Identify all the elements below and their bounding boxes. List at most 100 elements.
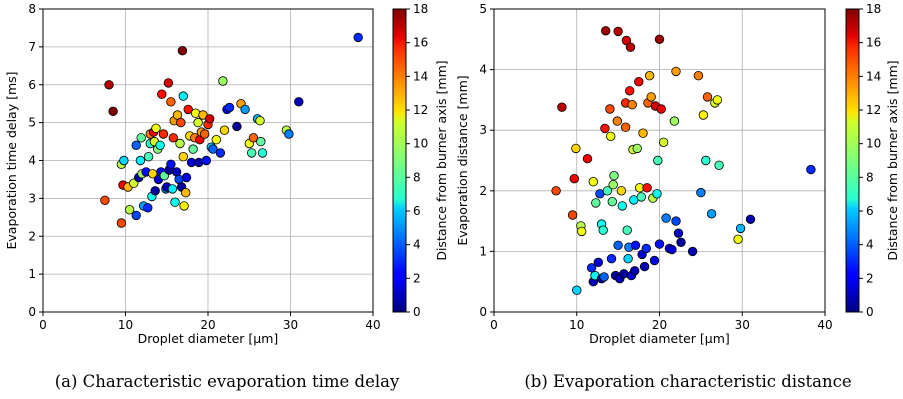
y-tick-label: 8 <box>28 2 36 16</box>
data-point <box>131 140 141 151</box>
data-point <box>693 70 704 81</box>
colorbar-tick-label: 14 <box>413 69 428 83</box>
data-point <box>639 261 650 272</box>
x-tick-label: 30 <box>283 318 298 332</box>
data-point <box>170 197 180 207</box>
data-point <box>652 189 662 199</box>
colorbar <box>392 8 407 313</box>
data-point <box>598 225 608 235</box>
data-point <box>612 116 623 126</box>
data-point <box>632 143 642 154</box>
data-point <box>557 102 567 112</box>
data-point <box>211 134 222 145</box>
data-point <box>620 122 631 132</box>
data-point <box>166 159 176 170</box>
data-point <box>572 285 582 295</box>
data-point <box>256 136 266 147</box>
data-point <box>622 225 632 235</box>
data-point <box>638 128 648 138</box>
data-point <box>600 123 610 134</box>
x-axis-label: Droplet diameter [µm] <box>589 331 730 346</box>
data-point <box>625 42 636 52</box>
data-point <box>175 138 185 149</box>
data-point <box>551 186 561 196</box>
colorbar-tick-label: 18 <box>413 2 428 16</box>
y-tick-label: 4 <box>28 154 36 168</box>
data-point <box>698 110 709 120</box>
data-point <box>178 151 189 162</box>
colorbar-tick-label: 16 <box>866 36 881 50</box>
data-point <box>353 32 363 43</box>
data-point <box>167 184 178 194</box>
data-point <box>588 176 599 187</box>
y-tick-label: 7 <box>28 40 36 54</box>
data-point <box>706 209 717 219</box>
colorbar-tick-label: 0 <box>866 305 874 319</box>
data-point <box>601 26 611 36</box>
data-point <box>646 92 656 102</box>
colorbar-tick-label: 14 <box>866 69 881 83</box>
data-point <box>150 186 160 196</box>
data-point <box>630 266 640 276</box>
data-point <box>168 133 179 143</box>
colorbar-label: Distance from burner axis [mm] <box>434 60 449 260</box>
data-point <box>108 106 118 117</box>
data-point <box>201 155 212 166</box>
data-point <box>143 203 153 213</box>
data-point <box>745 214 756 225</box>
data-point <box>621 35 632 46</box>
data-point <box>676 237 686 248</box>
data-point <box>582 153 593 164</box>
data-point <box>131 210 141 221</box>
colorbar-tick-label: 2 <box>413 271 421 285</box>
data-point <box>667 244 677 255</box>
data-point <box>224 102 235 113</box>
x-tick-label: 10 <box>118 318 133 332</box>
data-point <box>204 114 215 124</box>
data-point <box>606 131 616 142</box>
x-tick-label: 20 <box>652 318 667 332</box>
data-point <box>687 246 698 257</box>
data-point <box>248 133 259 143</box>
colorbar-tick-label: 2 <box>866 271 874 285</box>
data-point <box>735 223 746 234</box>
y-tick-label: 4 <box>479 63 487 77</box>
data-point <box>696 187 706 198</box>
x-tick-label: 10 <box>569 318 584 332</box>
data-point <box>177 46 188 56</box>
colorbar-tick-label: 16 <box>413 36 428 50</box>
y-tick-label: 1 <box>28 267 36 281</box>
data-point <box>714 160 724 171</box>
data-point <box>193 117 203 128</box>
caption-a: (a) Characteristic evaporation time dela… <box>55 372 400 391</box>
data-point <box>163 78 174 88</box>
data-point <box>702 92 713 102</box>
colorbar-tick-label: 18 <box>866 2 881 16</box>
data-point <box>654 34 665 45</box>
data-point <box>602 186 613 196</box>
colorbar-tick-label: 8 <box>866 170 874 184</box>
data-point <box>654 239 665 249</box>
data-point <box>180 187 191 198</box>
data-point <box>155 140 165 151</box>
data-point <box>257 148 268 158</box>
data-point <box>255 115 265 126</box>
data-point <box>608 179 618 190</box>
data-point <box>673 228 684 238</box>
data-point <box>104 80 114 90</box>
data-point <box>733 234 743 245</box>
x-tick-label: 0 <box>39 318 47 332</box>
data-point <box>656 104 666 114</box>
colorbar-tick-label: 6 <box>866 204 874 218</box>
data-point <box>671 216 681 226</box>
data-point <box>671 66 681 77</box>
data-point <box>669 116 680 126</box>
y-tick-label: 5 <box>28 116 36 130</box>
data-point <box>701 155 711 166</box>
data-point <box>178 91 189 101</box>
colorbar-tick-label: 10 <box>866 137 881 151</box>
x-tick-label: 0 <box>490 318 498 332</box>
data-point <box>609 170 619 181</box>
